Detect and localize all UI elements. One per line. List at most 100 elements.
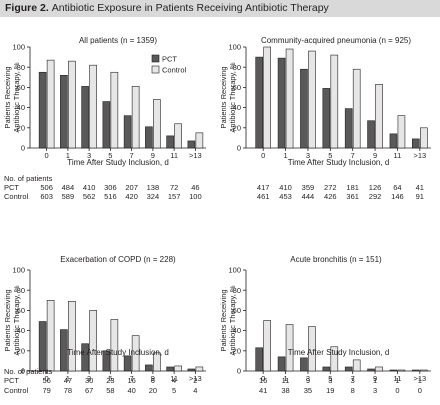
patients-count: 516 [104,192,117,201]
patients-count: 4 [193,386,197,395]
bar-pct [367,368,375,372]
patients-count: 58 [106,386,114,395]
patients-count: 16 [259,376,267,385]
bar-control [110,319,119,372]
bar-control [375,366,383,372]
x-tick-label: 0 [261,151,265,160]
bar-pct [322,88,331,149]
bar-pct [344,366,353,372]
patients-count: 20 [149,386,157,395]
patients-count: 420 [125,192,138,201]
figure-label: Figure 2. [5,2,49,14]
bar-pct [255,56,263,149]
x-tick-label: 1 [283,374,287,383]
x-tick-label: 3 [87,151,91,160]
x-tick-label: 1 [66,374,70,383]
patients-count: 207 [125,183,138,192]
x-tick-label: 5 [108,151,112,160]
patients-count: 417 [257,183,270,192]
patients-count: 2 [193,376,197,385]
bar-pct [145,126,153,149]
patients-group-label: PCT [4,376,19,385]
x-tick-label: 3 [87,374,91,383]
x-tick-label: 9 [373,151,377,160]
patients-count: 1 [373,376,377,385]
figure-title: Figure 2. Antibiotic Exposure in Patients… [0,0,440,17]
bar-pct [145,364,153,372]
patients-count: 426 [324,192,337,201]
bar-control [174,365,182,372]
bar-control [330,54,339,149]
figure-title-text: Antibiotic Exposure in Patients Receivin… [51,2,329,14]
legend-label-control: Control [162,66,187,75]
patients-count: 410 [83,183,96,192]
bar-pct [166,135,174,149]
bar-control [46,59,55,149]
bar-pct [123,355,132,372]
bar-pct [81,343,89,372]
x-tick-label: 7 [130,151,134,160]
bar-control [285,324,294,372]
bar-control [375,84,383,149]
y-axis-label-line: Antibiotic Therapy, % [12,62,21,133]
patients-count: 292 [369,192,382,201]
bar-pct [187,140,196,149]
x-tick-label: 9 [151,151,155,160]
patients-count: 23 [106,376,114,385]
chart-title: Exacerbation of COPD (n = 228) [60,255,176,264]
bar-pct [166,366,174,372]
patients-count: 0 [395,386,399,395]
patients-count: 56 [42,376,50,385]
y-tick-label: 80 [233,63,241,72]
bar-pct [60,74,68,149]
bar-pct [277,57,286,149]
patients-count: 67 [85,386,93,395]
bar-control [420,369,428,372]
y-axis-label: Patients ReceivingAntibiotic Therapy, % [219,285,237,356]
bar-pct [81,86,89,149]
y-tick-label: 100 [228,266,241,275]
bar-pct [344,108,353,149]
x-tick-label: >13 [413,151,426,160]
chart-panel-4: Acute bronchitis (n = 151) Patients Recei… [219,255,431,395]
patients-count: 41 [259,386,267,395]
patients-count: 272 [324,183,337,192]
bar-control [68,60,76,149]
bar-pct [367,120,375,149]
chart-panel-2: Community-acquired pneumonia (n = 925) Pa… [219,36,431,201]
x-tick-label: 9 [373,374,377,383]
patients-count: 40 [127,386,135,395]
patients-count: 47 [64,376,72,385]
x-tick-label: >13 [189,151,202,160]
patients-count: 64 [393,183,401,192]
y-axis-label-line: Patients Receiving [219,66,228,128]
bar-control [46,299,55,372]
patients-count: 0 [418,386,422,395]
bar-control [263,46,271,149]
y-tick-label: 100 [12,266,25,275]
patients-count: 46 [191,183,199,192]
bar-pct [38,71,47,149]
bar-pct [322,366,331,372]
bar-pct [187,368,196,372]
patients-count: 8 [351,386,355,395]
x-tick-label: 0 [45,374,49,383]
bar-control [397,115,406,149]
y-axis-label: Patients ReceivingAntibiotic Therapy, % [219,62,237,133]
y-axis-label: Patients ReceivingAntibiotic Therapy, % [3,62,21,133]
y-tick-label: 0 [237,367,241,376]
legend-swatch-pct [151,54,160,63]
chart-title: All patients (n = 1359) [79,36,157,45]
bar-pct [277,356,286,372]
patients-count: 453 [279,192,292,201]
y-axis-label: Patients ReceivingAntibiotic Therapy, % [3,285,21,356]
y-tick-label: 80 [233,286,241,295]
x-tick-label: 11 [170,374,178,383]
patients-count: 72 [170,183,178,192]
x-axis-label: Time After Study Inclusion, d [67,158,169,167]
patients-count: 306 [104,183,117,192]
y-tick-label: 60 [17,83,25,92]
patients-count: 78 [64,386,72,395]
patients-count: 157 [168,192,181,201]
y-tick-label: 20 [233,346,241,355]
